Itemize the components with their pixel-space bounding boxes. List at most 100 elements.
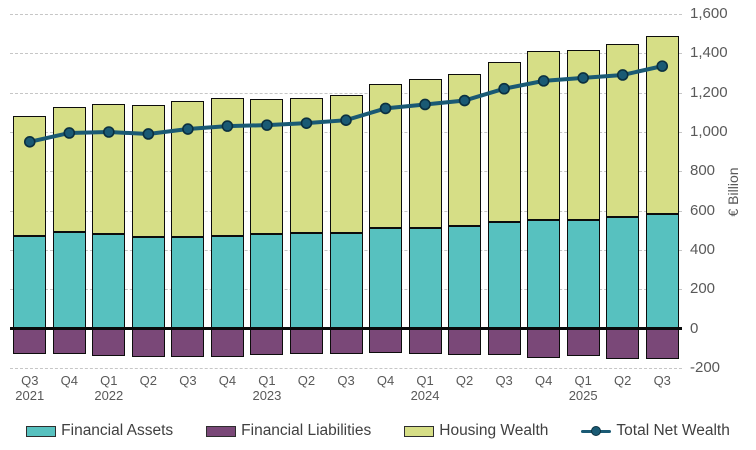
y-tick-label: 1,200	[690, 83, 728, 101]
bar-segment-financial-liabilities	[645, 328, 679, 360]
x-tick-quarter: Q2	[139, 373, 158, 388]
net-wealth-point	[300, 117, 313, 129]
bar-segment-financial-assets	[289, 233, 323, 329]
bar-segment-financial-liabilities	[487, 328, 521, 356]
legend-label-total-net-wealth: Total Net Wealth	[616, 422, 730, 439]
net-wealth-point	[103, 126, 115, 138]
x-tick-label: Q3 2021	[8, 373, 52, 403]
bar-segment-financial-liabilities	[289, 328, 323, 355]
bar-segment-housing-wealth	[92, 104, 126, 235]
x-tick-quarter: Q3	[495, 373, 513, 388]
net-wealth-point	[616, 69, 629, 81]
net-wealth-point	[498, 82, 510, 95]
y-tick-label: 1,600	[690, 5, 728, 22]
y-tick-label: 800	[690, 162, 716, 180]
net-wealth-point	[182, 123, 194, 135]
x-axis: Q3 2021 Q4 Q1 2022 Q2 Q3 Q4 Q1 2023 Q2 Q3 Q4 Q1 2024 Q2…	[10, 373, 682, 407]
x-tick-year: 2023	[252, 388, 282, 403]
legend-label-housing-wealth: Housing Wealth	[439, 422, 549, 439]
net-wealth-point	[419, 98, 431, 111]
bar-segment-financial-assets	[171, 237, 205, 329]
net-wealth-point	[221, 120, 234, 132]
legend-line-dot	[591, 426, 602, 436]
x-tick-quarter: Q1	[100, 373, 118, 388]
x-tick-label: Q1 2025	[561, 373, 605, 403]
x-tick-quarter: Q1	[574, 373, 592, 388]
x-tick-label: Q4	[364, 373, 408, 388]
bar-segment-financial-assets	[369, 228, 403, 329]
x-tick-quarter: Q1	[416, 373, 434, 388]
bar-segment-financial-assets	[92, 234, 126, 329]
x-tick-year: 2022	[94, 388, 124, 403]
legend-swatch-financial-assets	[26, 425, 57, 437]
bar-segment-financial-liabilities	[408, 328, 442, 355]
x-tick-quarter: Q4	[534, 373, 553, 388]
x-tick-quarter: Q3	[653, 373, 671, 388]
x-tick-quarter: Q4	[218, 373, 237, 388]
net-wealth-point	[379, 102, 392, 115]
x-tick-quarter: Q2	[614, 373, 632, 388]
legend-line-marker-icon	[581, 425, 612, 438]
bar-segment-financial-assets	[606, 216, 640, 329]
net-wealth-point	[142, 128, 155, 140]
net-wealth-point	[537, 75, 550, 87]
bar-segment-financial-liabilities	[210, 328, 244, 358]
x-tick-quarter: Q4	[60, 373, 78, 388]
bar-segment-housing-wealth	[131, 105, 165, 238]
x-tick-quarter: Q2	[455, 373, 474, 388]
legend-label-financial-liabilities: Financial Liabilities	[241, 422, 372, 439]
y-tick-label: 1,400	[690, 44, 728, 62]
legend-swatch-financial-liabilities	[206, 425, 237, 437]
bar-segment-financial-liabilities	[92, 328, 126, 357]
bar-segment-housing-wealth	[645, 35, 679, 214]
y-tick-label: 400	[690, 241, 716, 258]
x-tick-year: 2024	[410, 388, 440, 403]
x-tick-quarter: Q3	[337, 373, 355, 388]
net-wealth-point	[23, 136, 36, 148]
legend-item-financial-liabilities: Financial Liabilities	[206, 422, 371, 440]
x-tick-label: Q3	[324, 373, 368, 388]
net-wealth-point	[261, 119, 273, 131]
gridline	[10, 53, 682, 55]
y-tick-label: 200	[690, 280, 716, 298]
x-tick-label: Q3	[640, 373, 684, 388]
bar-segment-financial-assets	[566, 219, 600, 329]
y-tick-label: 1,000	[690, 123, 728, 140]
x-tick-year: 2021	[15, 388, 45, 403]
plot-area	[10, 14, 682, 369]
net-wealth-point	[656, 60, 669, 72]
legend-item-financial-assets: Financial Assets	[26, 422, 173, 440]
x-tick-quarter: Q2	[297, 373, 316, 388]
zero-axis-line	[10, 327, 682, 331]
y-tick-label: -200	[690, 359, 721, 376]
x-tick-quarter: Q3	[21, 373, 39, 388]
bar-segment-financial-liabilities	[606, 328, 640, 360]
x-tick-label: Q2	[126, 373, 170, 388]
x-tick-quarter: Q1	[258, 373, 276, 388]
x-tick-label: Q2	[601, 373, 645, 388]
legend-swatch-housing-wealth	[404, 425, 435, 437]
bar-segment-financial-liabilities	[566, 328, 600, 357]
x-tick-label: Q1 2024	[403, 373, 447, 403]
x-tick-label: Q4	[47, 373, 91, 388]
gridline	[10, 368, 682, 369]
bar-segment-financial-assets	[13, 236, 47, 329]
bar-segment-financial-assets	[448, 226, 482, 329]
y-axis-title: € Billion	[725, 167, 741, 217]
x-tick-label: Q3	[482, 373, 526, 388]
x-tick-label: Q1 2022	[87, 373, 131, 403]
gridline	[10, 92, 682, 94]
x-tick-label: Q4	[205, 373, 249, 388]
net-wealth-point	[577, 72, 589, 84]
bar-segment-financial-assets	[52, 232, 86, 329]
x-tick-label: Q4	[522, 373, 566, 388]
legend: Financial Assets Financial Liabilities Hou…	[0, 419, 756, 443]
x-tick-year: 2025	[568, 388, 598, 403]
y-axis: 1,600 1,400 1,200 1,000 800 600 400 200 0 -200	[690, 0, 750, 450]
legend-item-housing-wealth: Housing Wealth	[404, 422, 548, 440]
net-wealth-polyline	[29, 64, 663, 144]
x-tick-label: Q2	[284, 373, 328, 388]
net-wealth-point	[340, 114, 352, 126]
x-tick-label: Q3	[166, 373, 210, 388]
